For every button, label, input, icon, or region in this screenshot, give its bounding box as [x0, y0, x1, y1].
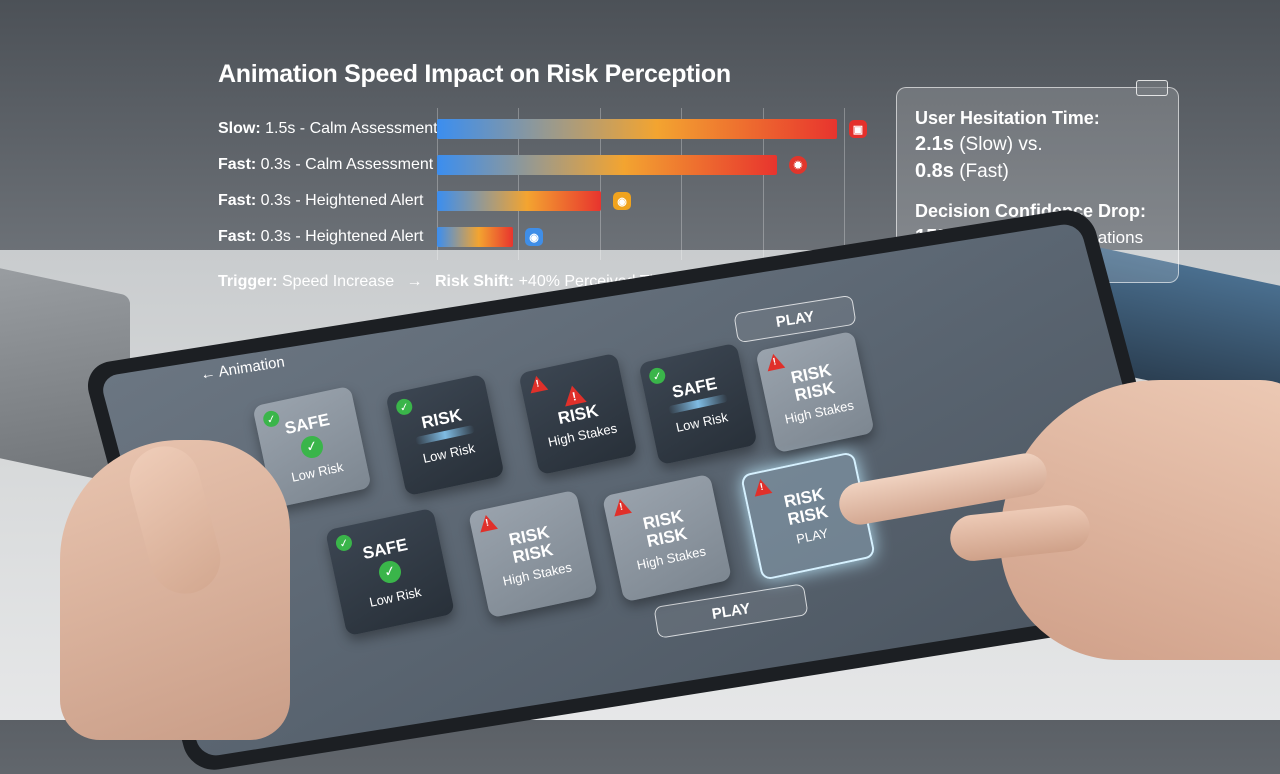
warning-icon: [527, 373, 549, 394]
card-safe[interactable]: ✓ SAFE Low Risk: [638, 342, 758, 466]
warning-icon: [764, 351, 786, 372]
grid-line: [437, 108, 438, 260]
check-icon: ✓: [298, 433, 325, 460]
confidence-heading: Decision Confidence Drop:: [915, 201, 1147, 221]
grid-line: [518, 108, 519, 260]
warning-icon: [477, 513, 498, 533]
grid-line: [600, 108, 601, 260]
card-sub: Low Risk: [421, 439, 477, 466]
card-word: SAFE: [360, 534, 410, 563]
bar-label: Slow: 1.5s - Calm Assessment: [218, 120, 438, 137]
bar-fast-alert: [437, 227, 513, 247]
camera-icon: ◉: [525, 228, 543, 246]
card-sub: High Stakes: [501, 558, 573, 589]
bar-fast-calm: [437, 155, 777, 175]
monitor-icon: ▣: [849, 120, 867, 138]
card-sub: Low Risk: [674, 408, 730, 435]
card-sub: PLAY: [794, 524, 830, 547]
card-risk[interactable]: RISK High Stakes: [518, 352, 638, 476]
bar-slow-calm: [437, 119, 837, 139]
hesitation-heading: User Hesitation Time:: [915, 108, 1100, 128]
card-sub: High Stakes: [635, 542, 707, 573]
grid-line: [681, 108, 682, 260]
warning-icon: [611, 497, 632, 517]
bar-label: Fast: 0.3s - Heightened Alert: [218, 228, 424, 245]
card-sub: Low Risk: [367, 583, 423, 610]
card-risk[interactable]: RISK RISK High Stakes: [755, 330, 875, 454]
bar-label: Fast: 0.3s - Heightened Alert: [218, 192, 424, 209]
back-arrow-icon: ←: [199, 364, 217, 384]
card-risk[interactable]: ✓ RISK Low Risk: [385, 373, 505, 497]
check-icon: ✓: [394, 397, 414, 417]
check-icon: ✓: [334, 533, 354, 553]
grid-line: [844, 108, 845, 260]
card-risk[interactable]: RISK RISK High Stakes: [467, 489, 599, 619]
camera-icon: ◉: [613, 192, 631, 210]
card-sub: High Stakes: [546, 420, 619, 450]
trigger-line: Trigger: Speed Increase → Risk Shift: +4…: [218, 273, 686, 290]
card-sub: High Stakes: [783, 396, 855, 427]
check-icon: ✓: [647, 366, 667, 386]
warning-icon: [751, 477, 773, 497]
bar-fast-alert: [437, 191, 601, 211]
card-word: SAFE: [282, 409, 332, 438]
check-icon: ✓: [261, 409, 281, 429]
hesitation-slow: 2.1s (Slow) vs.: [915, 133, 1043, 155]
card-sub: Low Risk: [289, 458, 345, 485]
panel-tab-icon: [1136, 80, 1168, 96]
bar-label: Fast: 0.3s - Calm Assessment: [218, 156, 434, 173]
sun-alert-icon: ✹: [789, 156, 807, 174]
hesitation-fast: 0.8s (Fast): [915, 160, 1009, 182]
card-risk[interactable]: RISK RISK High Stakes: [601, 473, 733, 603]
check-icon: ✓: [376, 558, 403, 585]
card-safe[interactable]: ✓ SAFE ✓ Low Risk: [324, 507, 456, 637]
chart-title: Animation Speed Impact on Risk Perceptio…: [218, 60, 731, 88]
grid-line: [763, 108, 764, 260]
